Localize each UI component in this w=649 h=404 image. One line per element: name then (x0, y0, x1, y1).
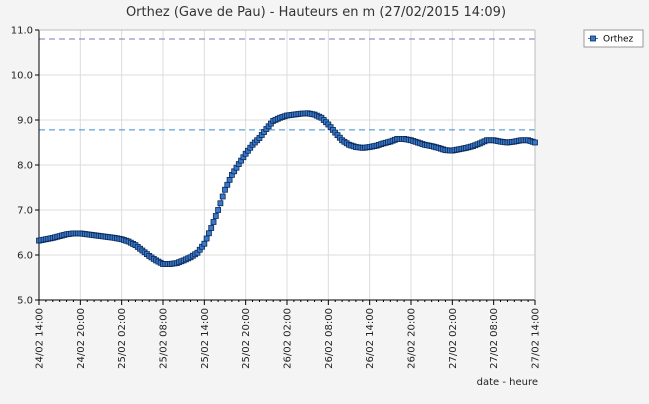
x-tick-label: 27/02 02:00 (448, 308, 459, 369)
reference-lines (39, 38, 535, 131)
x-tick-label: 24/02 14:00 (35, 308, 46, 369)
x-axis-label: date - heure (477, 377, 538, 388)
data-point (532, 139, 538, 146)
x-tick-label: 26/02 14:00 (365, 308, 376, 369)
x-tick-label: 26/02 20:00 (407, 308, 418, 369)
y-tick-label: 6.0 (17, 251, 33, 262)
y-tick-label: 7.0 (17, 206, 33, 217)
data-point (212, 213, 219, 219)
y-tick-label: 10.0 (11, 71, 33, 82)
data-point (208, 225, 215, 231)
data-point (219, 193, 226, 200)
x-tick-label: 26/02 02:00 (283, 308, 294, 369)
data-point (203, 235, 210, 242)
axes: 5.0 6.0 7.0 8.0 9.0 10.0 11.0 24/02 14:00 24/02 … (11, 26, 542, 369)
legend-box (583, 29, 644, 48)
legend-marker (590, 35, 596, 42)
x-tick-label: 25/02 20:00 (241, 308, 252, 369)
y-tick-label: 9.0 (17, 116, 33, 127)
data-point (206, 230, 212, 237)
data-point (215, 207, 222, 213)
data-point (217, 200, 224, 207)
data-points (36, 110, 538, 267)
data-point (226, 176, 233, 183)
legend: Orthez (583, 29, 644, 48)
x-tick-label: 24/02 20:00 (76, 308, 87, 369)
x-tick-label: 27/02 14:00 (531, 308, 542, 369)
y-tick-label: 8.0 (17, 161, 33, 172)
data-point (210, 219, 217, 225)
data-point (222, 186, 228, 193)
x-tick-label: 26/02 08:00 (324, 308, 335, 369)
legend-label: Orthez (603, 35, 634, 45)
x-tick-label: 25/02 02:00 (117, 308, 128, 369)
data-point (224, 181, 231, 188)
chart-title: Orthez (Gave de Pau) - Hauteurs en m (27… (126, 5, 506, 20)
x-tick-label: 27/02 08:00 (489, 308, 500, 369)
x-tick-label: 25/02 14:00 (200, 308, 211, 369)
data-point (201, 240, 208, 247)
x-tick-label: 25/02 08:00 (159, 308, 170, 369)
y-tick-label: 5.0 (17, 296, 33, 307)
y-tick-label: 11.0 (11, 26, 33, 37)
